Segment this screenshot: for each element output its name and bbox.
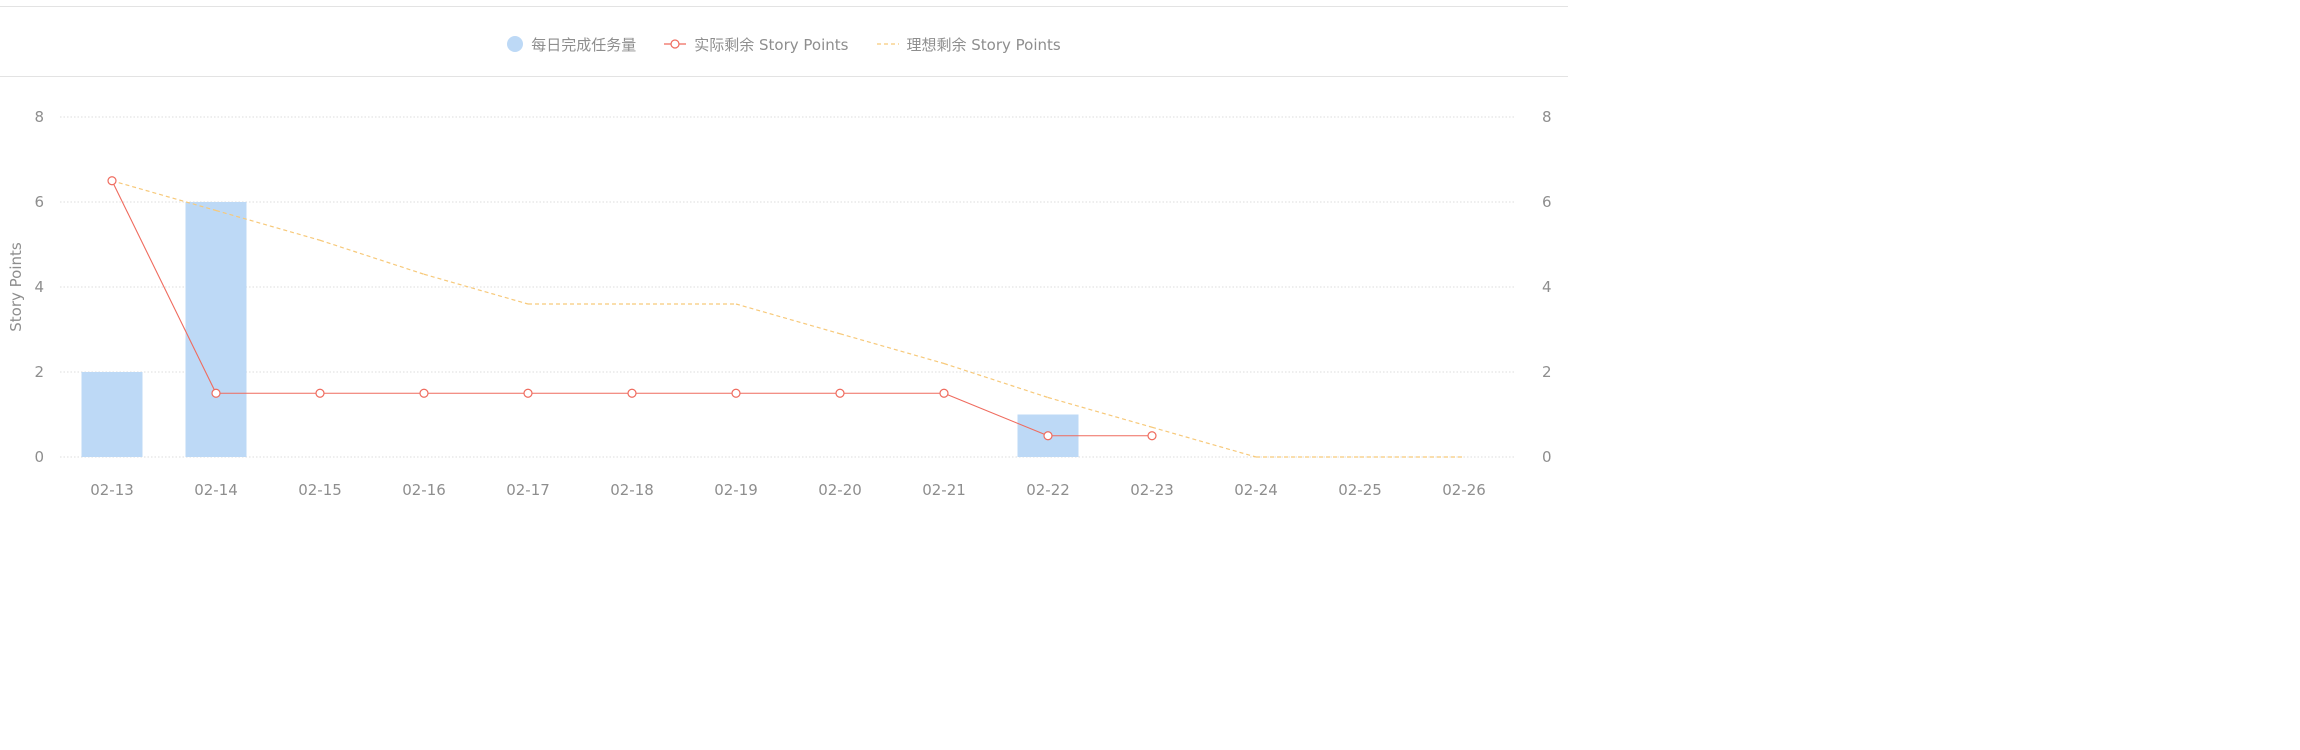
x-tick-label: 02-17 xyxy=(506,481,550,499)
y-tick-label-right: 8 xyxy=(1542,108,1552,126)
actual-point[interactable] xyxy=(940,389,948,397)
y-tick-label-left: 8 xyxy=(34,108,44,126)
y-axis-label: Story Points xyxy=(7,242,25,332)
x-tick-label: 02-16 xyxy=(402,481,446,499)
x-tick-label: 02-24 xyxy=(1234,481,1278,499)
actual-point[interactable] xyxy=(316,389,324,397)
x-tick-label: 02-22 xyxy=(1026,481,1070,499)
actual-point[interactable] xyxy=(628,389,636,397)
x-tick-label: 02-19 xyxy=(714,481,758,499)
x-tick-label: 02-20 xyxy=(818,481,862,499)
actual-point[interactable] xyxy=(212,389,220,397)
x-tick-label: 02-14 xyxy=(194,481,238,499)
actual-point[interactable] xyxy=(524,389,532,397)
y-tick-label-right: 2 xyxy=(1542,363,1552,381)
y-tick-label-left: 4 xyxy=(34,278,44,296)
actual-point[interactable] xyxy=(108,177,116,185)
actual-point[interactable] xyxy=(420,389,428,397)
bar-daily-completed[interactable] xyxy=(186,202,247,457)
y-tick-label-left: 2 xyxy=(34,363,44,381)
x-tick-label: 02-25 xyxy=(1338,481,1382,499)
actual-point[interactable] xyxy=(836,389,844,397)
actual-point[interactable] xyxy=(1044,432,1052,440)
y-tick-label-right: 6 xyxy=(1542,193,1552,211)
bar-daily-completed[interactable] xyxy=(82,372,143,457)
ideal-line-segment xyxy=(736,304,840,334)
plot-area: 0 0 2 2 4 4 6 6 8 8 02-13 02-14 02-15 02-16 02-17 02-18… xyxy=(0,0,1568,510)
x-tick-label: 02-18 xyxy=(610,481,654,499)
ideal-line-segment xyxy=(1152,427,1256,457)
burndown-chart: 每日完成任务量 实际剩余 Story Points 理想剩余 Story Poi… xyxy=(0,0,1568,510)
ideal-line-segment xyxy=(320,240,424,274)
y-tick-label-left: 0 xyxy=(34,448,44,466)
actual-point[interactable] xyxy=(732,389,740,397)
ideal-line-segment xyxy=(112,181,216,211)
y-tick-label-right: 4 xyxy=(1542,278,1552,296)
x-tick-label: 02-23 xyxy=(1130,481,1174,499)
x-tick-label: 02-21 xyxy=(922,481,966,499)
actual-point[interactable] xyxy=(1148,432,1156,440)
x-tick-label: 02-13 xyxy=(90,481,134,499)
ideal-line-segment xyxy=(840,334,944,364)
y-tick-label-left: 6 xyxy=(34,193,44,211)
x-tick-label: 02-15 xyxy=(298,481,342,499)
y-tick-label-right: 0 xyxy=(1542,448,1552,466)
ideal-line-segment xyxy=(944,364,1048,398)
ideal-line-segment xyxy=(424,274,528,304)
x-tick-label: 02-26 xyxy=(1442,481,1486,499)
